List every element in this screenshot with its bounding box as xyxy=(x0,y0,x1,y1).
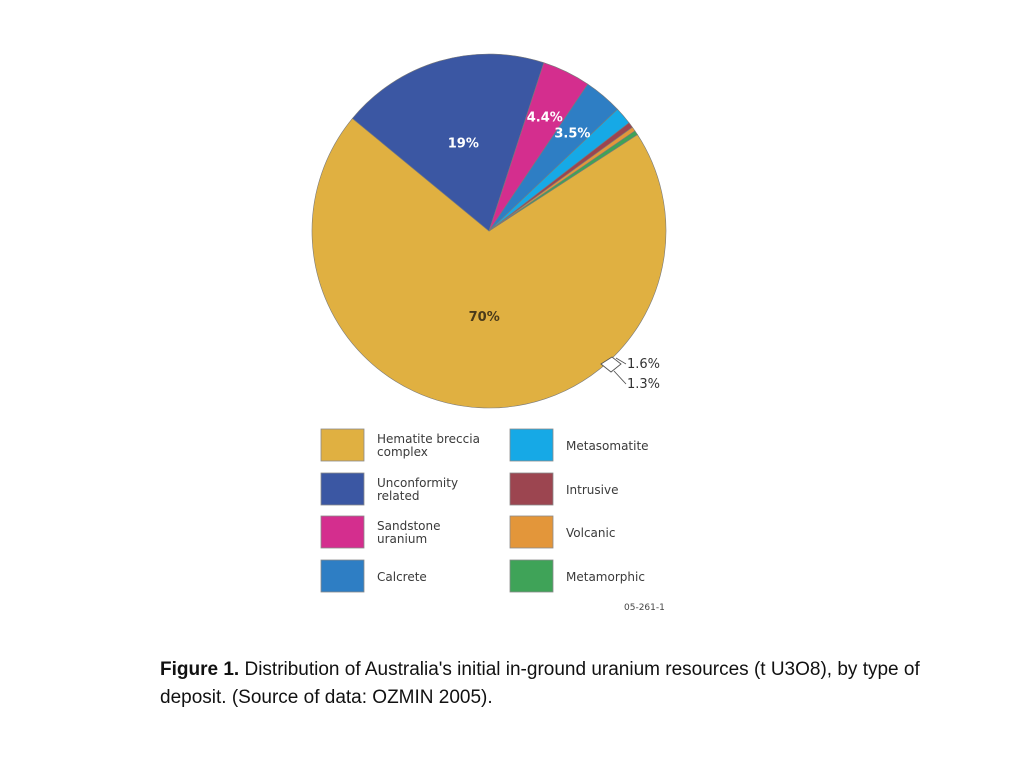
callout-bracket xyxy=(600,356,622,373)
pie-slice-label: 3.5% xyxy=(554,126,590,141)
legend-swatch xyxy=(320,515,365,549)
callout-label: 1.3% xyxy=(627,377,660,392)
legend-label: Sandstone xyxy=(377,519,440,533)
pie-slice-labels: 70% 19% 4.4%3.5% xyxy=(448,110,591,324)
caption-text: Distribution of Australia's initial in-g… xyxy=(160,659,920,708)
legend-label: Volcanic xyxy=(566,526,615,540)
callout-label: 1.6% xyxy=(627,357,660,372)
pie-slice-label: 70% xyxy=(469,310,500,325)
figure-caption: Figure 1. Distribution of Australia's in… xyxy=(160,656,920,712)
pie-slice-hematite-breccia-complex xyxy=(311,117,667,409)
legend-swatch xyxy=(509,428,554,462)
legend-swatch xyxy=(509,472,554,506)
legend-label: Calcrete xyxy=(377,570,427,584)
figure-code: 05-261-1 xyxy=(624,603,665,613)
callout-leader-line xyxy=(615,357,627,365)
pie-slice-unconformity-related xyxy=(352,53,545,232)
legend-label: complex xyxy=(377,445,428,459)
pie-slice-label: 19% xyxy=(448,137,479,152)
legend-swatch xyxy=(320,472,365,506)
pie-chart: 70% 19% 4.4%3.5% 1.6% 1.3% Hematite breccia… xyxy=(311,53,667,613)
legend-label: Unconformity xyxy=(377,476,458,490)
pie-slices xyxy=(311,53,667,409)
legend-label: Hematite breccia xyxy=(377,432,480,446)
legend-swatch xyxy=(320,559,365,593)
pie-callouts: 1.6% 1.3% xyxy=(600,356,660,392)
caption-label: Figure 1. xyxy=(160,659,240,680)
legend-swatch xyxy=(509,515,554,549)
legend-label: Metamorphic xyxy=(566,570,645,584)
legend-label: related xyxy=(377,489,419,503)
legend-label: uranium xyxy=(377,532,427,546)
pie-slice-metamorphic xyxy=(488,130,638,232)
callout-leader-line xyxy=(613,370,627,385)
legend-label: Intrusive xyxy=(566,483,618,497)
legend-swatch xyxy=(320,428,365,462)
legend-swatch xyxy=(509,559,554,593)
legend-label: Metasomatite xyxy=(566,439,649,453)
pie-slice-label: 4.4% xyxy=(527,110,563,125)
